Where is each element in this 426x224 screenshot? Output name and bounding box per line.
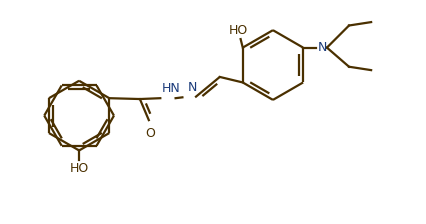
Text: HO: HO <box>69 162 89 175</box>
Text: O: O <box>145 127 155 140</box>
Text: HN: HN <box>162 82 181 95</box>
Text: N: N <box>187 81 197 94</box>
Text: N: N <box>318 41 327 54</box>
Text: HO: HO <box>229 24 248 37</box>
